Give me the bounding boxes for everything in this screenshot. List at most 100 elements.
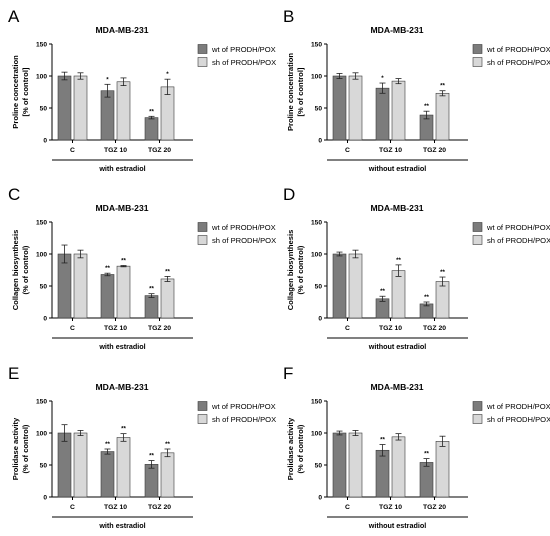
panel-letter: C [8,185,20,204]
y-axis-label: (% of control) [21,245,30,294]
significance-mark: ** [424,103,429,110]
y-tick-label: 50 [40,283,48,290]
chart-title: MDA-MB-231 [96,203,149,213]
bar-sh [435,281,450,319]
bar-sh [348,253,363,319]
legend-label: sh of PRODH/POX [212,58,276,67]
significance-mark: ** [149,108,154,115]
legend-label: wt of PRODH/POX [211,223,276,232]
legend-swatch-wt [472,401,483,411]
group-label: without estradiol [368,164,427,173]
legend-label: sh of PRODH/POX [487,236,550,245]
x-tick-label: TGZ 10 [104,147,127,154]
y-axis-label: (% of control) [296,424,305,473]
bar-wt [332,75,347,141]
bar-sh [160,452,175,498]
panel-letter: A [8,7,20,26]
bar-wt [57,432,72,498]
significance-mark: * [106,76,109,83]
legend-swatch-wt [472,222,483,232]
bar-sh [435,92,450,141]
bar-wt [100,274,115,319]
x-tick-label: TGZ 20 [148,147,171,154]
significance-mark: ** [105,265,110,272]
y-tick-label: 0 [43,315,47,322]
y-tick-label: 50 [315,462,323,469]
chart-panel-c: C MDA-MB-231 Collagen biosynthesis (% of co… [8,185,276,351]
legend-label: sh of PRODH/POX [487,58,550,67]
significance-mark: ** [149,286,154,293]
bar-wt [144,464,159,498]
bar-sh [73,75,88,141]
significance-mark: ** [149,453,154,460]
y-tick-label: 50 [315,283,323,290]
group-label: with estradiol [98,342,145,351]
x-tick-label: C [345,504,350,511]
bar-sh [73,253,88,319]
group-label: without estradiol [368,342,427,351]
y-tick-label: 100 [311,251,322,258]
significance-mark: ** [105,441,110,448]
x-tick-label: TGZ 20 [423,325,446,332]
x-tick-label: TGZ 20 [148,504,171,511]
bar-wt [375,87,390,141]
chart-panel-e: E MDA-MB-231 Prolidase activity (% of contr… [8,364,276,530]
y-axis-label: Proline concentration [286,53,295,131]
bar-wt [100,90,115,141]
x-tick-label: C [345,325,350,332]
y-tick-label: 50 [40,105,48,112]
bar-wt [375,449,390,498]
y-tick-label: 0 [318,494,322,501]
panel-letter: F [283,364,293,383]
significance-mark: ** [440,83,445,90]
legend-label: sh of PRODH/POX [487,415,550,424]
legend-label: sh of PRODH/POX [212,236,276,245]
bar-sh [116,437,131,498]
chart-title: MDA-MB-231 [96,25,149,35]
panel-letter: E [8,364,19,383]
legend-swatch-wt [197,401,208,411]
y-tick-label: 100 [36,251,47,258]
bar-sh [73,432,88,498]
significance-mark: ** [380,288,385,295]
y-tick-label: 0 [318,137,322,144]
x-tick-label: TGZ 20 [148,325,171,332]
bar-sh [391,80,406,141]
y-tick-label: 150 [311,219,322,226]
significance-mark: ** [121,426,126,433]
x-tick-label: C [70,504,75,511]
y-tick-label: 150 [36,398,47,405]
chart-title: MDA-MB-231 [371,382,424,392]
y-axis-label: Collagen biosynthesis [11,230,20,311]
significance-mark: * [166,71,169,78]
y-axis-label: Prolidase activity [11,417,20,480]
bar-wt [332,432,347,498]
bar-sh [435,441,450,498]
legend-label: wt of PRODH/POX [486,402,550,411]
bar-sh [116,81,131,141]
legend-swatch-sh [197,235,208,245]
y-tick-label: 150 [36,41,47,48]
bar-wt [419,462,434,498]
x-tick-label: TGZ 10 [379,504,402,511]
legend-swatch-sh [472,235,483,245]
y-tick-label: 0 [318,315,322,322]
significance-mark: ** [424,294,429,301]
y-axis-label: (% of control) [21,424,30,473]
x-tick-label: TGZ 20 [423,147,446,154]
bar-wt [144,117,159,141]
y-tick-label: 0 [43,494,47,501]
legend-swatch-sh [472,57,483,67]
bar-wt [57,253,72,319]
chart-panel-a: A MDA-MB-231 Proline concetration [% of con… [8,7,276,173]
chart-panel-d: D MDA-MB-231 Collagen biosynthesis (% of co… [283,185,550,351]
bar-sh [348,432,363,498]
y-axis-label: Collagen biosynthesis [286,230,295,311]
legend-label: wt of PRODH/POX [486,223,550,232]
significance-mark: ** [165,441,170,448]
x-tick-label: C [70,325,75,332]
x-tick-label: TGZ 10 [104,325,127,332]
y-axis-label: (% of control) [296,245,305,294]
legend-label: wt of PRODH/POX [486,45,550,54]
bar-wt [100,451,115,498]
